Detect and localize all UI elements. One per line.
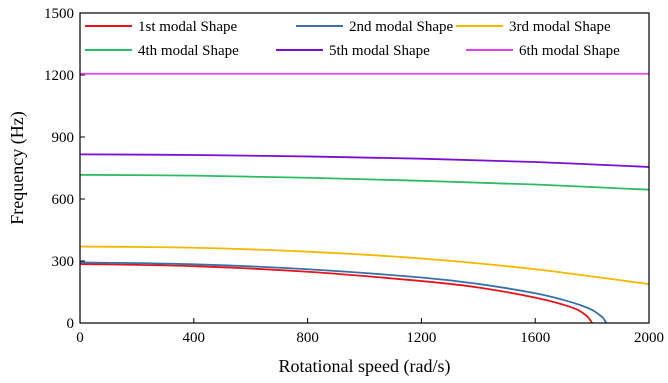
legend-label: 4th modal Shape [138, 43, 239, 59]
series-line-4 [79, 173, 650, 191]
legend-label: 5th modal Shape [329, 43, 430, 59]
y-tick-label: 1500 [44, 6, 74, 22]
series-line-3 [79, 245, 650, 286]
x-tick-label: 1200 [406, 330, 436, 346]
series-line-2 [79, 261, 608, 324]
legend-label: 1st modal Shape [138, 19, 237, 35]
series-line-5 [79, 153, 650, 168]
series-line-1 [79, 263, 593, 324]
x-tick-label: 0 [76, 330, 84, 346]
x-tick-label: 2000 [634, 330, 664, 346]
plot-frame [79, 12, 650, 324]
legend: 1st modal Shape 2nd modal Shape 3rd modal … [85, 19, 620, 59]
x-tick-label: 1600 [520, 330, 550, 346]
y-tick-label: 1200 [44, 68, 74, 84]
legend-label: 6th modal Shape [519, 43, 620, 59]
y-tick-label: 900 [52, 130, 75, 146]
ticks-layer: 0 400 800 1200 1600 2000 0 300 600 900 1200 1500 [44, 6, 664, 346]
y-axis-title: Frequency (Hz) [7, 111, 28, 224]
x-axis-title: Rotational speed (rad/s) [279, 356, 451, 377]
x-tick-label: 400 [183, 330, 206, 346]
y-tick-label: 0 [67, 316, 75, 332]
legend-label: 2nd modal Shape [349, 19, 453, 35]
x-tick-label: 800 [296, 330, 319, 346]
series-layer [79, 72, 650, 324]
legend-label: 3rd modal Shape [509, 19, 611, 35]
y-tick-label: 300 [52, 254, 75, 270]
y-tick-label: 600 [52, 192, 75, 208]
